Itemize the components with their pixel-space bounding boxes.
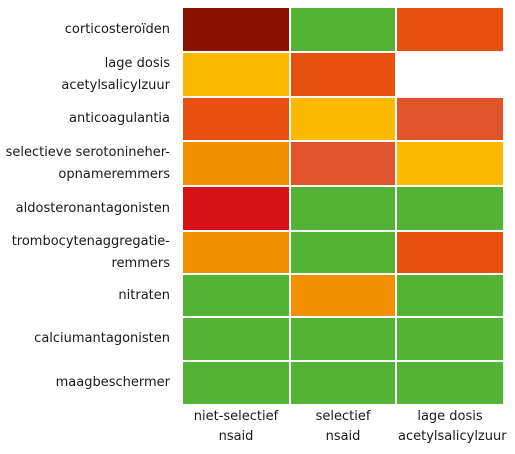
row-label-line: calciumantagonisten xyxy=(34,331,170,346)
heatmap-cell-r8-c2 xyxy=(397,362,503,404)
row-label: lage dosis acetylsalicylzuur xyxy=(0,53,170,96)
row-label-line: aldosteronantagonisten xyxy=(15,200,170,216)
heatmap-cell-r3-c2 xyxy=(397,142,503,185)
row-label-line: opnameremmers xyxy=(58,166,170,182)
row-label: calciumantagonisten xyxy=(0,318,170,360)
row-label-line: acetylsalicylzuur xyxy=(61,77,170,93)
heatmap-cell-r6-c1 xyxy=(291,275,395,316)
row-label-line: remmers xyxy=(111,255,171,271)
heatmap-cell-r2-c0 xyxy=(183,98,289,140)
row-label: trombocytenaggregatie-remmers xyxy=(0,232,170,273)
heatmap-cell-r6-c2 xyxy=(397,275,503,316)
row-label: maagbeschermer xyxy=(0,362,170,404)
row-label-line: maagbeschermer xyxy=(55,375,170,390)
heatmap-cell-r6-c0 xyxy=(183,275,289,316)
column-label: selectief nsaid xyxy=(291,407,395,447)
column-label: niet-selectief nsaid xyxy=(184,407,288,447)
heatmap-cell-r4-c1 xyxy=(291,187,395,230)
row-label-line: trombocytenaggregatie- xyxy=(11,233,170,249)
heatmap-cell-r1-c0 xyxy=(183,53,289,96)
heatmap-cell-r8-c0 xyxy=(183,362,289,404)
heatmap-cell-r5-c2 xyxy=(397,232,503,273)
row-label: anticoagulantia xyxy=(0,98,170,140)
heatmap-cell-r1-c1 xyxy=(291,53,395,96)
heatmap-cell-r0-c0 xyxy=(183,8,289,51)
column-label: lage dosis acetylsalicylzuur xyxy=(398,407,507,447)
heatmap-cell-r7-c1 xyxy=(291,318,395,360)
heatmap-cell-r7-c2 xyxy=(397,318,503,360)
heatmap-cell-r4-c2 xyxy=(397,187,503,230)
row-label-line: corticosteroïden xyxy=(64,21,170,37)
heatmap-cell-r3-c0 xyxy=(183,142,289,185)
row-label-line: lage dosis xyxy=(104,55,170,71)
heatmap-cell-r5-c1 xyxy=(291,232,395,273)
heatmap-cell-r2-c2 xyxy=(397,98,503,140)
column-label-line: nsaid xyxy=(325,429,361,444)
heatmap-cell-r0-c2 xyxy=(397,8,503,51)
column-label-line: lage dosis xyxy=(417,409,483,424)
heatmap-cell-r0-c1 xyxy=(291,8,395,51)
row-label-line: nitraten xyxy=(118,287,170,303)
column-label-line: selectief xyxy=(315,409,371,424)
heatmap-cell-r3-c1 xyxy=(291,142,395,185)
row-label: aldosteronantagonisten xyxy=(0,187,170,230)
heatmap-cell-r8-c1 xyxy=(291,362,395,404)
heatmap-cell-r5-c0 xyxy=(183,232,289,273)
row-label: nitraten xyxy=(0,275,170,316)
column-label-line: niet-selectief xyxy=(193,409,279,424)
row-label-line: selectieve serotonineher- xyxy=(5,144,170,160)
heatmap-cell-r4-c0 xyxy=(183,187,289,230)
row-label: selectieve serotonineher-opnameremmers xyxy=(0,142,170,185)
row-label-line: anticoagulantia xyxy=(69,111,170,126)
heatmap-cell-r7-c0 xyxy=(183,318,289,360)
column-label-line: nsaid xyxy=(218,429,254,444)
heatmap-cell-r2-c1 xyxy=(291,98,395,140)
column-label-line: acetylsalicylzuur xyxy=(398,429,507,444)
row-label: corticosteroïden xyxy=(0,8,170,51)
